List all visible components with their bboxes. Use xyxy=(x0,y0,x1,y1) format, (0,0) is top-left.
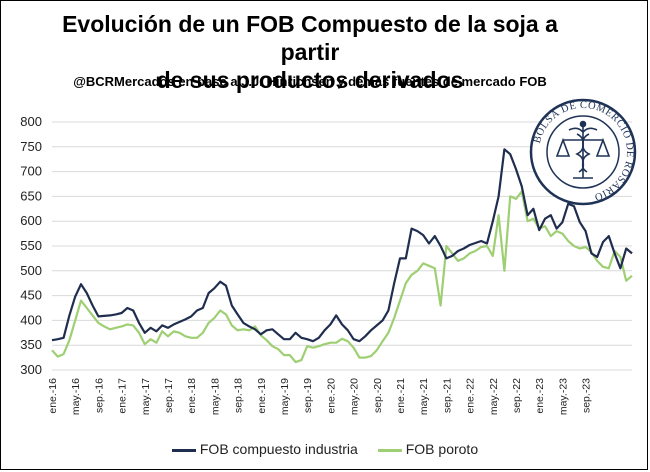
legend-label-compuesto: FOB compuesto industria xyxy=(199,441,358,457)
x-tick-label: may.-17 xyxy=(140,378,152,415)
x-tick-label: may.-23 xyxy=(557,378,569,415)
y-tick-label: 350 xyxy=(20,337,42,352)
series-line-fob-compuesto xyxy=(51,148,633,343)
legend-label-poroto: FOB poroto xyxy=(405,441,479,457)
x-tick-label: sep.-20 xyxy=(372,378,384,413)
y-tick-label: 550 xyxy=(20,238,42,253)
x-tick-label: may.-18 xyxy=(209,378,221,415)
chart-title: Evolución de un FOB Compuesto de la soja… xyxy=(30,10,590,94)
x-tick-label: sep.-16 xyxy=(93,378,105,413)
caduceus-scales-seal-icon xyxy=(555,120,611,179)
x-tick-label: sep.-19 xyxy=(302,378,314,413)
y-tick-label: 700 xyxy=(20,164,42,179)
x-tick-label: sep.-21 xyxy=(441,378,453,413)
series-lines xyxy=(51,148,633,364)
y-tick-label: 800 xyxy=(20,114,42,129)
legend-swatch-compuesto xyxy=(171,448,196,452)
chart-legend: FOB compuesto industria FOB poroto xyxy=(0,441,650,457)
x-tick-label: ene.-21 xyxy=(395,378,407,414)
series-line-fob-poroto xyxy=(51,190,633,364)
x-tick-label: sep.-17 xyxy=(163,378,175,413)
x-tick-label: may.-20 xyxy=(349,378,361,415)
legend-item-poroto: FOB poroto xyxy=(377,441,479,457)
x-tick-label: ene.-22 xyxy=(465,378,477,414)
title-line-1: Evolución de un FOB Compuesto de la soja… xyxy=(62,11,558,65)
x-tick-label: may.-21 xyxy=(418,378,430,415)
y-axis-ticks: 300 350 400 450 500 550 600 650 700 750 800 xyxy=(20,114,42,377)
seal-inner-ring xyxy=(546,115,620,189)
y-tick-label: 750 xyxy=(20,139,42,154)
legend-item-compuesto: FOB compuesto industria xyxy=(171,441,358,457)
legend-swatch-poroto xyxy=(377,448,402,452)
y-tick-label: 400 xyxy=(20,312,42,327)
x-tick-label: may.-19 xyxy=(279,378,291,415)
y-tick-label: 300 xyxy=(20,362,42,377)
x-tick-label: ene.-16 xyxy=(47,378,59,414)
y-tick-label: 500 xyxy=(20,263,42,278)
x-tick-label: may.-22 xyxy=(488,378,500,415)
title-line-2: de sus productos derivados xyxy=(156,67,464,93)
x-tick-label: ene.-20 xyxy=(325,378,337,414)
y-tick-label: 650 xyxy=(20,188,42,203)
x-tick-label: sep.-23 xyxy=(581,378,593,413)
x-tick-label: sep.-22 xyxy=(511,378,523,413)
x-tick-label: ene.-23 xyxy=(534,378,546,414)
chart-subtitle: @BCRMercados en base a J.J. Hinrichsen y… xyxy=(73,74,547,89)
bcr-seal-logo: BOLSA DE COMERCIO DE ROSARIO xyxy=(529,98,637,206)
x-axis-ticks: ene.-16 may.-16 sep.-16 ene.-17 may.-17 sep.-… xyxy=(47,378,593,415)
y-tick-label: 600 xyxy=(20,213,42,228)
x-tick-label: may.-16 xyxy=(70,378,82,415)
x-tick-label: ene.-17 xyxy=(117,378,129,414)
x-tick-label: ene.-19 xyxy=(256,378,268,414)
x-tick-label: ene.-18 xyxy=(186,378,198,414)
y-tick-label: 450 xyxy=(20,288,42,303)
x-tick-label: sep.-18 xyxy=(233,378,245,413)
